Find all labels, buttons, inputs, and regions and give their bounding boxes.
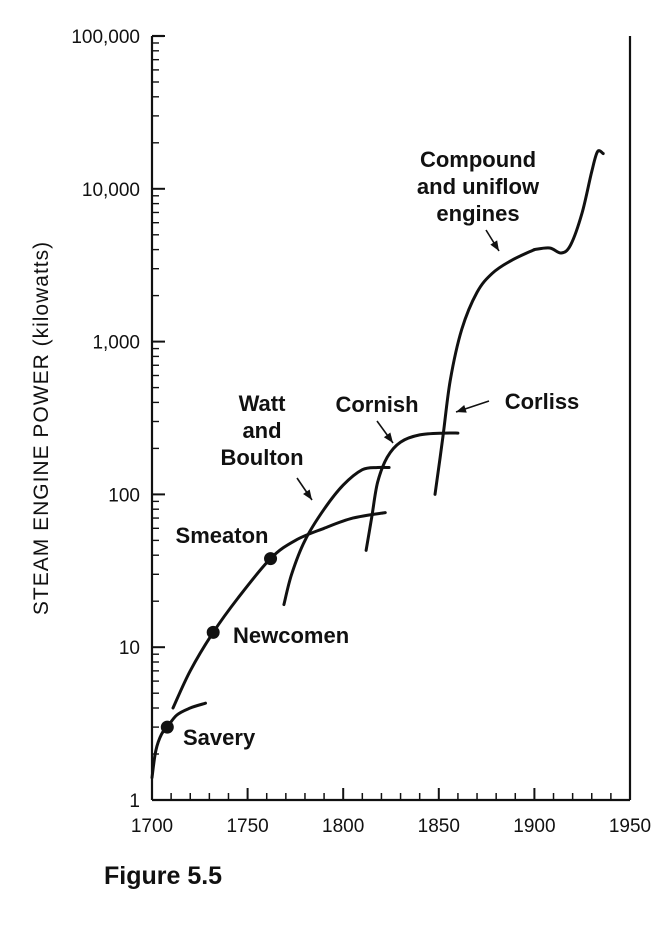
y-tick-label: 1,000 bbox=[92, 333, 140, 354]
annotation-line: Boulton bbox=[220, 445, 303, 470]
series-corliss-curve bbox=[433, 248, 536, 496]
x-tick-label: 1750 bbox=[226, 816, 268, 837]
annotation-line: Smeaton bbox=[176, 523, 269, 548]
arrow-head bbox=[383, 432, 393, 443]
annotation-line: engines bbox=[436, 201, 519, 226]
annotation-arrows bbox=[296, 229, 500, 501]
annotation-line: Watt bbox=[239, 391, 287, 416]
y-tick-label: 1 bbox=[129, 791, 140, 812]
axis-ticks: 1700 1750 1800 1850 1900 1950 1 10 100 1,000 10,00… bbox=[71, 27, 651, 837]
series-compound-and-uniflow-engines-curve bbox=[532, 149, 605, 255]
annotation-line: and bbox=[242, 418, 281, 443]
x-tick-label: 1900 bbox=[513, 816, 555, 837]
newcomen-marker bbox=[206, 625, 220, 639]
y-tick-label: 10,000 bbox=[82, 180, 140, 201]
smeaton-marker bbox=[264, 552, 278, 566]
annotation-savery: Savery bbox=[183, 725, 256, 750]
x-tick-label: 1800 bbox=[322, 816, 364, 837]
annotation-line: Savery bbox=[183, 725, 256, 750]
x-tick-label: 1950 bbox=[609, 816, 651, 837]
annotation-newcomen: Newcomen bbox=[233, 623, 349, 648]
annotation-line: Cornish bbox=[335, 392, 418, 417]
figure-caption: Figure 5.5 bbox=[104, 862, 223, 890]
annotation-corliss: Corliss bbox=[505, 389, 580, 414]
annotation-line: and uniflow bbox=[417, 174, 540, 199]
corliss-arrow bbox=[455, 400, 490, 413]
steam-engine-power-chart: 1700 1750 1800 1850 1900 1950 1 10 100 1,000 10,00… bbox=[30, 27, 651, 837]
annotation-cornish: Cornish bbox=[335, 392, 418, 417]
y-tick-label: 10 bbox=[119, 638, 140, 659]
y-tick-label: 100,000 bbox=[71, 27, 140, 48]
series-cornish-curve bbox=[364, 431, 460, 552]
arrow-head bbox=[303, 489, 312, 500]
annotation-line: Compound bbox=[420, 147, 536, 172]
y-tick-label: 100 bbox=[108, 485, 140, 506]
y-axis-label: STEAM ENGINE POWER (kilowatts) bbox=[30, 241, 53, 615]
arrow-head bbox=[490, 240, 499, 251]
x-tick-label: 1850 bbox=[418, 816, 460, 837]
cornish-arrow bbox=[376, 420, 394, 444]
x-tick-label: 1700 bbox=[131, 816, 173, 837]
annotation-line: Corliss bbox=[505, 389, 580, 414]
watt-boulton-arrow bbox=[296, 477, 313, 501]
annotation-line: Newcomen bbox=[233, 623, 349, 648]
annotation-smeaton: Smeaton bbox=[176, 523, 269, 548]
compound-arrow bbox=[485, 229, 500, 252]
savery-marker bbox=[160, 720, 174, 734]
series-curves bbox=[150, 149, 605, 780]
series-watt-and-boulton-curve bbox=[282, 465, 391, 607]
axes bbox=[150, 34, 632, 802]
arrow-head bbox=[456, 405, 467, 413]
data-markers bbox=[160, 552, 278, 734]
